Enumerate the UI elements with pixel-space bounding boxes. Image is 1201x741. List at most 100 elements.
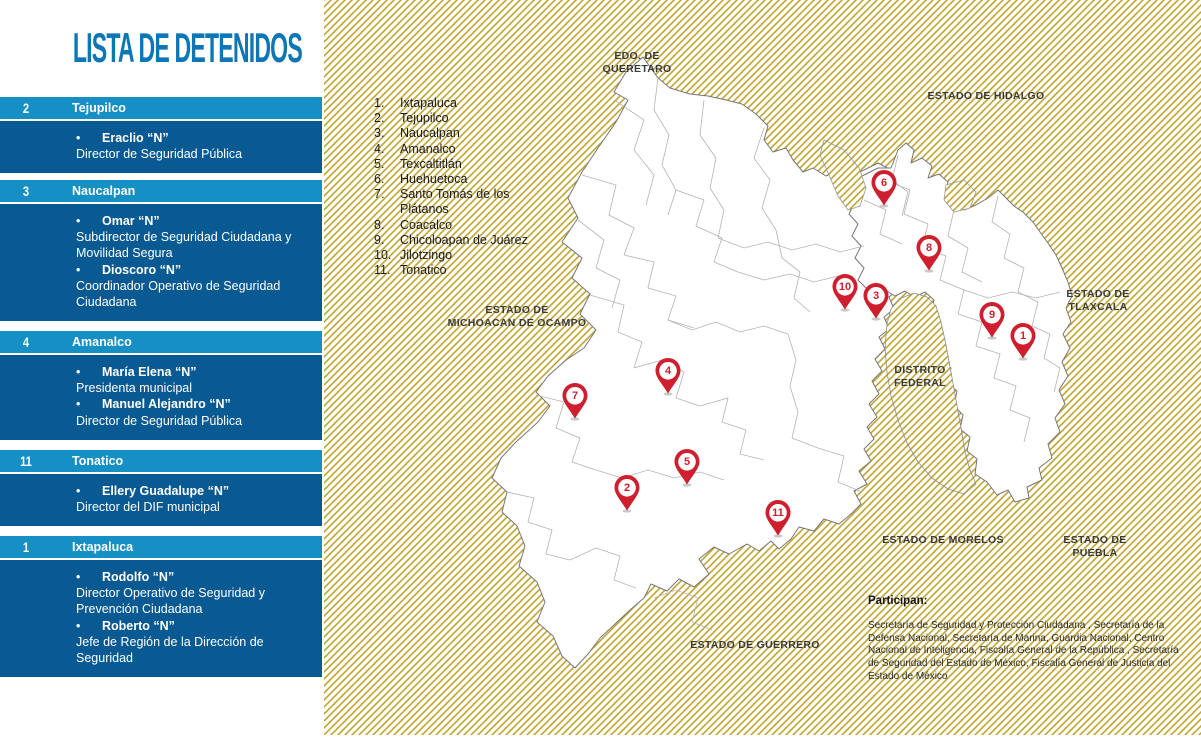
detainee-entry: • Rodolfo “N” Director Operativo de Segur… [76,569,308,618]
legend-number: 8. [374,217,385,232]
page-title: LISTA DE DETENIDOS [72,24,303,71]
legend-number: 6. [374,172,385,187]
legend-item: 1. Ixtapaluca [374,96,584,111]
legend-label: Tonatico [400,263,447,278]
label-queretaro: EDO. DE QUERETARO [602,50,672,75]
detainee-name: Manuel Alejandro “N” [102,397,231,412]
pin-number: 3 [872,290,880,302]
participants-body: Secretaría de Seguridad y Protección Ciu… [868,620,1179,682]
map-pin-9: 9 [978,301,1006,341]
detainee-entry: • Ellery Guadalupe “N” Director del DIF m… [76,483,308,515]
pin-number: 2 [623,482,631,494]
detainee-entry: • Eraclio “N” Director de Seguridad Públi… [76,130,308,162]
state-map-panel: 1. Ixtapaluca 2. Tejupilco 3. Naucalpan 4. A… [324,0,1201,741]
map-pin-2: 2 [613,474,641,514]
pin-number: 7 [571,390,579,402]
detainee-role: Director del DIF municipal [76,500,220,515]
label-morelos: ESTADO DE MORELOS [882,534,1004,546]
map-legend: 1. Ixtapaluca 2. Tejupilco 3. Naucalpan 4. A… [374,96,584,278]
card-body: • Omar “N” Subdirector de Seguridad Ciuda… [0,204,322,322]
legend-number: 4. [374,141,385,156]
detainee-role: Subdirector de Seguridad Ciudadana y Mov… [76,230,292,261]
detainee-entry: • María Elena “N” Presidenta municipal [76,364,308,396]
legend-number: 10. [374,248,392,263]
label-puebla: ESTADO DE PUEBLA [1063,534,1127,559]
legend-label: Naucalpan [400,126,460,141]
legend-item: 2. Tejupilco [374,111,584,126]
detainee-name: Dioscoro “N” [102,262,182,277]
card-municipality: Amanalco [72,335,132,349]
card-municipality: Naucalpan [72,184,136,198]
card-header: 4 Amanalco [0,331,322,353]
label-distrito-federal: DISTRITO FEDERAL [894,364,946,389]
card-body: • Eraclio “N” Director de Seguridad Públi… [0,121,322,174]
legend-label: Jilotzingo [400,248,453,263]
detainee-card-ixtapaluca: 1 Ixtapaluca • Rodolfo “N” Director Opera… [0,536,322,678]
legend-item: 9. Chicoloapan de Juárez [374,233,584,248]
detainee-name: María Elena “N” [102,365,197,379]
pin-number: 8 [925,242,933,254]
map-pin-10: 10 [831,273,859,313]
pin-number: 11 [772,507,784,519]
legend-number: 9. [374,232,385,247]
detainee-card-naucalpan: 3 Naucalpan • Omar “N” Subdirector de Seg… [0,180,322,322]
legend-number: 7. [374,187,385,202]
detainee-entry: • Dioscoro “N” Coordinador Operativo de S… [76,262,308,311]
map-pin-11: 11 [764,499,792,539]
detainee-role: Director de Seguridad Pública [76,147,243,162]
detainee-entry: • Roberto “N” Jefe de Región de la Direcc… [76,618,308,667]
label-michoacan: ESTADO DE MICHOACAN DE OCAMPO [447,304,587,329]
hidalgo-wedge [943,179,977,213]
detainees-sidebar: LISTA DE DETENIDOS 2 Tejupilco • Eraclio … [0,0,324,741]
detainee-name: Omar “N” [102,214,160,228]
card-municipality: Ixtapaluca [72,540,134,554]
north-wedge [819,139,867,211]
pin-number: 6 [880,177,888,189]
card-header: 3 Naucalpan [0,180,322,202]
detainee-entry: • Manuel Alejandro “N” Director de Seguri… [76,396,308,428]
legend-item: 3. Naucalpan [374,126,584,141]
participants-note: Participan: Secretaría de Seguridad y Pr… [868,595,1183,684]
card-municipality: Tejupilco [72,101,126,115]
detainee-card-tonatico: 11 Tonatico • Ellery Guadalupe “N” Direct… [0,450,322,527]
pin-number: 1 [1019,330,1027,342]
legend-item: 6. Huehuetoca [374,172,584,187]
bottom-margin [324,735,1201,741]
participants-heading: Participan: [868,595,928,607]
detainee-role: Director de Seguridad Pública [76,413,243,428]
card-number: 1 [22,539,30,555]
card-header: 1 Ixtapaluca [0,536,322,558]
map-pin-5: 5 [673,448,701,488]
detainee-role: Presidenta municipal [76,381,193,396]
map-pin-8: 8 [915,234,943,274]
label-guerrero: ESTADO DE GUERRERO [690,639,820,651]
legend-label: Chicoloapan de Juárez [400,232,528,247]
state-outline-west [491,56,909,669]
pin-number: 10 [838,281,852,293]
bullet-icon: • [76,365,81,379]
detainee-name: Rodolfo “N” [102,570,175,584]
card-body: • María Elena “N” Presidenta municipal • M… [0,355,322,440]
map-pin-1: 1 [1009,322,1037,362]
card-municipality: Tonatico [72,454,124,468]
legend-item: 11. Tonatico [374,263,584,278]
bullet-icon: • [76,397,81,412]
bullet-icon: • [76,570,81,584]
legend-number: 2. [374,111,385,126]
detainee-card-tejupilco: 2 Tejupilco • Eraclio “N” Director de Seg… [0,97,322,174]
legend-label: Texcaltitlán [400,156,462,171]
map-pin-6: 6 [870,169,898,209]
card-number: 4 [22,334,30,350]
detainee-name: Ellery Guadalupe “N” [102,484,230,498]
pin-number: 9 [988,309,996,321]
map-pin-7: 7 [561,382,589,422]
distrito-federal-area [884,292,977,495]
bullet-icon: • [76,214,81,228]
map-pin-4: 4 [654,357,682,397]
detainee-entry: • Omar “N” Subdirector de Seguridad Ciuda… [76,213,308,262]
legend-label: Coacalco [400,217,453,232]
legend-item: 5. Texcaltitlán [374,157,584,172]
card-body: • Rodolfo “N” Director Operativo de Segur… [0,560,322,678]
legend-number: 5. [374,156,385,171]
bullet-icon: • [76,262,81,277]
